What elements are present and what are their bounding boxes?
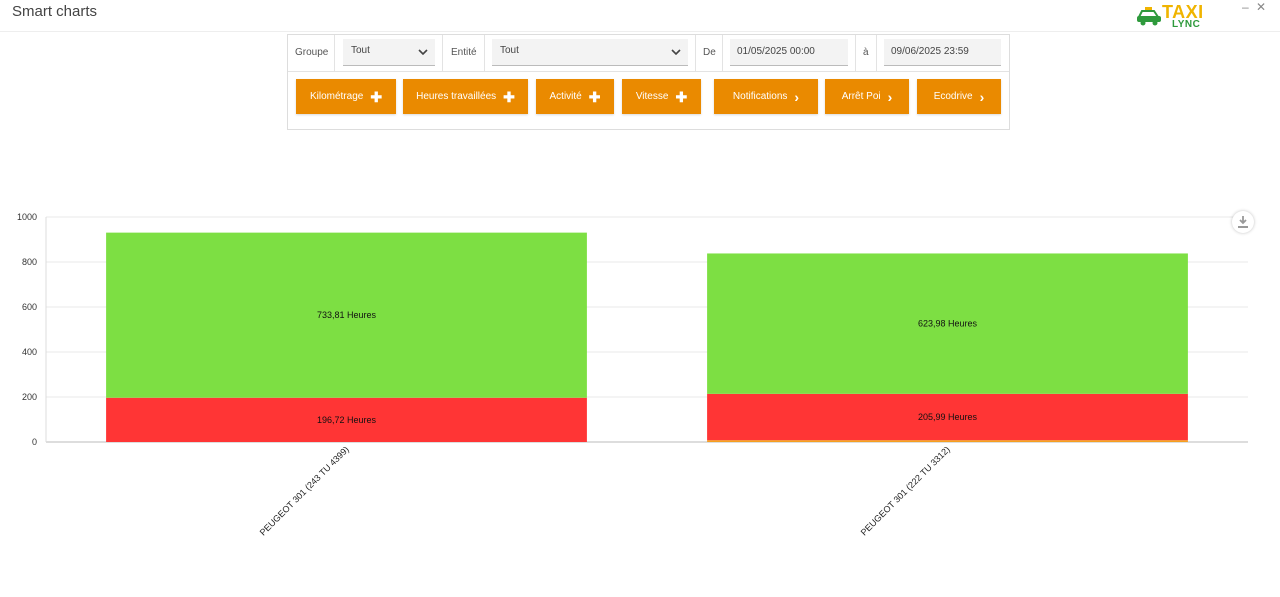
chevron-right-icon: › [979, 88, 985, 105]
button-label: Ecodrive [933, 91, 973, 102]
data-label: 196,72 Heures [317, 415, 377, 425]
logo-text-taxi: TAXI [1162, 2, 1204, 22]
stacked-bar-chart: 0 200 400 600 800 1000 196,72 Heures 733,81 Heu… [17, 212, 1248, 537]
data-label: 205,99 Heures [918, 412, 978, 422]
bar-segment [707, 393, 1188, 441]
plus-icon: ✚ [588, 88, 601, 105]
kilometrage-button[interactable]: Kilométrage ✚ [296, 79, 396, 114]
from-label: De [703, 47, 716, 58]
group-label: Groupe [295, 47, 329, 58]
button-label: Arrêt Poi [841, 91, 881, 102]
taxi-lync-logo: TAXI LYNC [1136, 2, 1216, 30]
vitesse-button[interactable]: Vitesse ✚ [622, 79, 701, 114]
chevron-down-icon [671, 49, 681, 55]
button-label: Vitesse [635, 91, 669, 102]
divider [722, 35, 723, 71]
button-label: Activité [549, 91, 582, 102]
title-bar: Smart charts TAXI LYNC ‒ ✕ [0, 0, 1280, 32]
to-date-value: 09/06/2025 23:59 [891, 46, 969, 57]
taxi-car-icon [1137, 7, 1161, 26]
close-button[interactable]: ✕ [1256, 0, 1267, 14]
y-tick-label: 600 [22, 302, 37, 312]
entity-select[interactable]: Tout [492, 39, 688, 66]
to-label: à [863, 47, 869, 58]
divider [334, 35, 335, 71]
y-tick-label: 200 [22, 392, 37, 402]
divider [855, 35, 856, 71]
from-date-input[interactable]: 01/05/2025 00:00 [730, 39, 848, 66]
y-tick-label: 0 [32, 437, 37, 447]
arret-poi-button[interactable]: Arrêt Poi › [825, 79, 909, 114]
y-tick-label: 800 [22, 257, 37, 267]
page-title: Smart charts [12, 3, 98, 20]
group-select-value: Tout [351, 45, 370, 56]
bar-segment [707, 253, 1188, 394]
divider [695, 35, 696, 71]
chevron-right-icon: › [794, 88, 800, 105]
download-icon [1238, 216, 1248, 228]
chart-export-button[interactable] [1232, 211, 1254, 233]
heures-travaillees-button[interactable]: Heures travaillées ✚ [403, 79, 528, 114]
bar-segment [106, 397, 587, 442]
entity-select-value: Tout [500, 45, 519, 56]
chevron-right-icon: › [887, 88, 893, 105]
from-date-value: 01/05/2025 00:00 [737, 46, 815, 57]
logo-text-lync: LYNC [1172, 19, 1201, 30]
minimize-button[interactable]: ‒ [1242, 0, 1249, 14]
data-label: 623,98 Heures [918, 319, 978, 329]
notifications-button[interactable]: Notifications › [714, 79, 818, 114]
to-date-input[interactable]: 09/06/2025 23:59 [884, 39, 1001, 66]
ecodrive-button[interactable]: Ecodrive › [917, 79, 1001, 114]
activite-button[interactable]: Activité ✚ [536, 79, 614, 114]
y-tick-label: 400 [22, 347, 37, 357]
button-label: Notifications [732, 91, 788, 102]
group-select[interactable]: Tout [343, 39, 435, 66]
divider [442, 35, 443, 71]
divider [876, 35, 877, 71]
bar-segment [106, 232, 587, 398]
plus-icon: ✚ [503, 88, 515, 105]
y-tick-label: 1000 [17, 212, 37, 222]
x-category-label: PEUGEOT 301 (222 TU 3312) [859, 444, 952, 537]
chevron-down-icon [418, 49, 428, 55]
divider [484, 35, 485, 71]
entity-label: Entité [451, 47, 477, 58]
x-category-label: PEUGEOT 301 (243 TU 4399) [258, 444, 351, 537]
button-label: Kilométrage [309, 91, 364, 102]
plus-icon: ✚ [675, 88, 688, 105]
data-label: 733,81 Heures [317, 310, 377, 320]
bar-segment [707, 440, 1188, 442]
plus-icon: ✚ [370, 88, 383, 105]
button-label: Heures travaillées [416, 91, 497, 102]
filter-panel: Groupe Tout Entité Tout De 01/05/2025 00… [287, 34, 1010, 130]
filter-row: Groupe Tout Entité Tout De 01/05/2025 00… [288, 35, 1009, 72]
